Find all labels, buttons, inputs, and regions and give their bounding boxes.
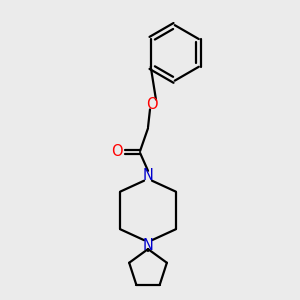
Text: O: O — [112, 145, 123, 160]
Text: O: O — [146, 97, 158, 112]
Text: N: N — [142, 238, 154, 253]
Text: N: N — [142, 168, 154, 183]
